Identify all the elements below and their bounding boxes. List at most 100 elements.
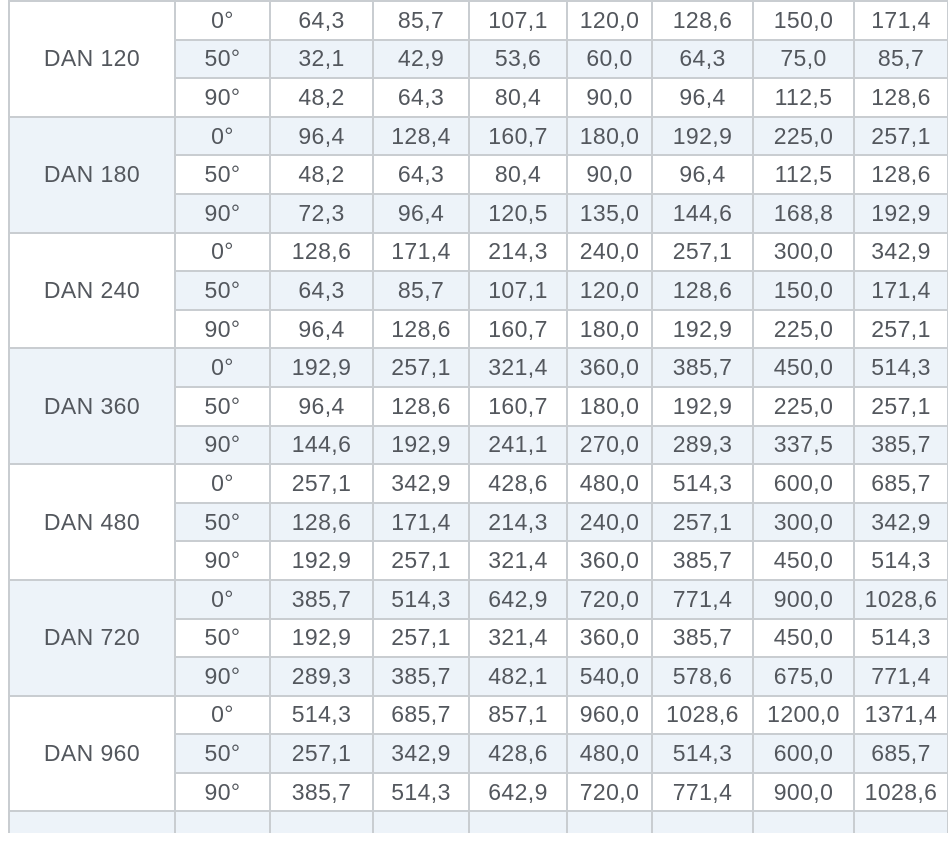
value-cell: 857,1 [468, 694, 568, 736]
value-cell: 480,0 [566, 733, 653, 774]
value-cell: 1371,4 [853, 694, 948, 736]
value-cell: 289,3 [269, 656, 374, 697]
value-cell: 540,0 [566, 656, 653, 697]
value-cell: 514,3 [651, 463, 754, 504]
value-cell: 240,0 [566, 231, 653, 273]
value-cell: 385,7 [651, 540, 754, 581]
value-cell: 53,6 [468, 38, 568, 80]
table-row: DAN 720 0° 385,7 514,3 642,9 720,0 771,4 900,0 1… [8, 578, 948, 697]
value-cell: 128,6 [853, 154, 948, 195]
value-cell: 80,4 [468, 154, 568, 195]
table-row: 90° 289,3 385,7 482,1 540,0 578,6 675,0 771,4 [9, 656, 948, 697]
value-cell: 321,4 [468, 617, 568, 659]
value-cell: 150,0 [752, 0, 855, 41]
value-cell: 900,0 [752, 771, 855, 813]
value-cell: 85,7 [372, 270, 470, 311]
value-cell: 192,9 [853, 192, 948, 234]
table-row: 50° 128,6 171,4 214,3 240,0 257,1 300,0 342,9 [9, 501, 948, 543]
table-row: 50° 96,4 128,6 160,7 180,0 192,9 225,0 257,1 [9, 385, 948, 427]
clipped-cell [752, 810, 855, 834]
value-cell: 428,6 [468, 733, 568, 774]
value-cell: 450,0 [752, 347, 855, 388]
value-cell: 64,3 [269, 270, 374, 311]
table-row: 50° 257,1 342,9 428,6 480,0 514,3 600,0 685,7 [9, 733, 948, 774]
table-row: 50° 32,1 42,9 53,6 60,0 64,3 75,0 85,7 [9, 38, 948, 80]
value-cell: 171,4 [372, 501, 470, 543]
value-cell: 192,9 [651, 115, 754, 157]
angle-cell: 0° [174, 463, 271, 504]
model-cell: DAN 720 [8, 578, 176, 697]
value-cell: 321,4 [468, 540, 568, 581]
value-cell: 385,7 [853, 424, 948, 466]
value-cell: 75,0 [752, 38, 855, 80]
value-cell: 342,9 [853, 501, 948, 543]
value-cell: 128,6 [853, 77, 948, 118]
value-cell: 771,4 [853, 656, 948, 697]
angle-cell: 50° [174, 270, 271, 311]
value-cell: 385,7 [372, 656, 470, 697]
angle-cell: 0° [174, 0, 271, 41]
value-cell: 360,0 [566, 347, 653, 388]
value-cell: 180,0 [566, 308, 653, 350]
value-cell: 42,9 [372, 38, 470, 80]
value-cell: 160,7 [468, 308, 568, 350]
value-cell: 80,4 [468, 77, 568, 118]
value-cell: 144,6 [651, 192, 754, 234]
table-row: 50° 192,9 257,1 321,4 360,0 385,7 450,0 514,3 [9, 617, 948, 659]
value-cell: 321,4 [468, 347, 568, 388]
value-cell: 514,3 [372, 771, 470, 813]
value-cell: 85,7 [853, 38, 948, 80]
value-cell: 192,9 [269, 617, 374, 659]
value-cell: 168,8 [752, 192, 855, 234]
value-cell: 150,0 [752, 270, 855, 311]
value-cell: 128,6 [372, 308, 470, 350]
value-cell: 385,7 [651, 347, 754, 388]
value-cell: 160,7 [468, 115, 568, 157]
model-cell: DAN 360 [8, 347, 176, 466]
value-cell: 128,6 [269, 231, 374, 273]
value-cell: 514,3 [853, 540, 948, 581]
value-cell: 1200,0 [752, 694, 855, 736]
value-cell: 257,1 [372, 617, 470, 659]
value-cell: 257,1 [651, 501, 754, 543]
value-cell: 107,1 [468, 270, 568, 311]
value-cell: 685,7 [372, 694, 470, 736]
clipped-cell [269, 810, 374, 834]
value-cell: 289,3 [651, 424, 754, 466]
value-cell: 64,3 [372, 77, 470, 118]
value-cell: 600,0 [752, 733, 855, 774]
value-cell: 720,0 [566, 578, 653, 620]
value-cell: 180,0 [566, 115, 653, 157]
value-cell: 1028,6 [853, 578, 948, 620]
value-cell: 112,5 [752, 77, 855, 118]
value-cell: 240,0 [566, 501, 653, 543]
value-cell: 48,2 [269, 77, 374, 118]
angle-cell: 50° [174, 385, 271, 427]
value-cell: 112,5 [752, 154, 855, 195]
value-cell: 96,4 [651, 77, 754, 118]
value-cell: 128,6 [372, 385, 470, 427]
value-cell: 120,0 [566, 270, 653, 311]
value-cell: 1028,6 [853, 771, 948, 813]
value-cell: 342,9 [853, 231, 948, 273]
table-row: 50° 48,2 64,3 80,4 90,0 96,4 112,5 128,6 [9, 154, 948, 195]
value-cell: 720,0 [566, 771, 653, 813]
angle-cell: 0° [174, 347, 271, 388]
table-row: 90° 72,3 96,4 120,5 135,0 144,6 168,8 192,9 [9, 192, 948, 234]
clipped-cell [174, 810, 271, 834]
value-cell: 480,0 [566, 463, 653, 504]
angle-cell: 90° [174, 77, 271, 118]
value-cell: 300,0 [752, 231, 855, 273]
value-cell: 642,9 [468, 771, 568, 813]
value-cell: 771,4 [651, 771, 754, 813]
value-cell: 96,4 [269, 308, 374, 350]
value-cell: 160,7 [468, 385, 568, 427]
value-cell: 128,6 [269, 501, 374, 543]
value-cell: 192,9 [269, 347, 374, 388]
clipped-cell [372, 810, 470, 834]
angle-cell: 0° [174, 694, 271, 736]
value-cell: 385,7 [269, 771, 374, 813]
value-cell: 428,6 [468, 463, 568, 504]
model-cell: DAN 240 [8, 231, 176, 350]
value-cell: 64,3 [372, 154, 470, 195]
